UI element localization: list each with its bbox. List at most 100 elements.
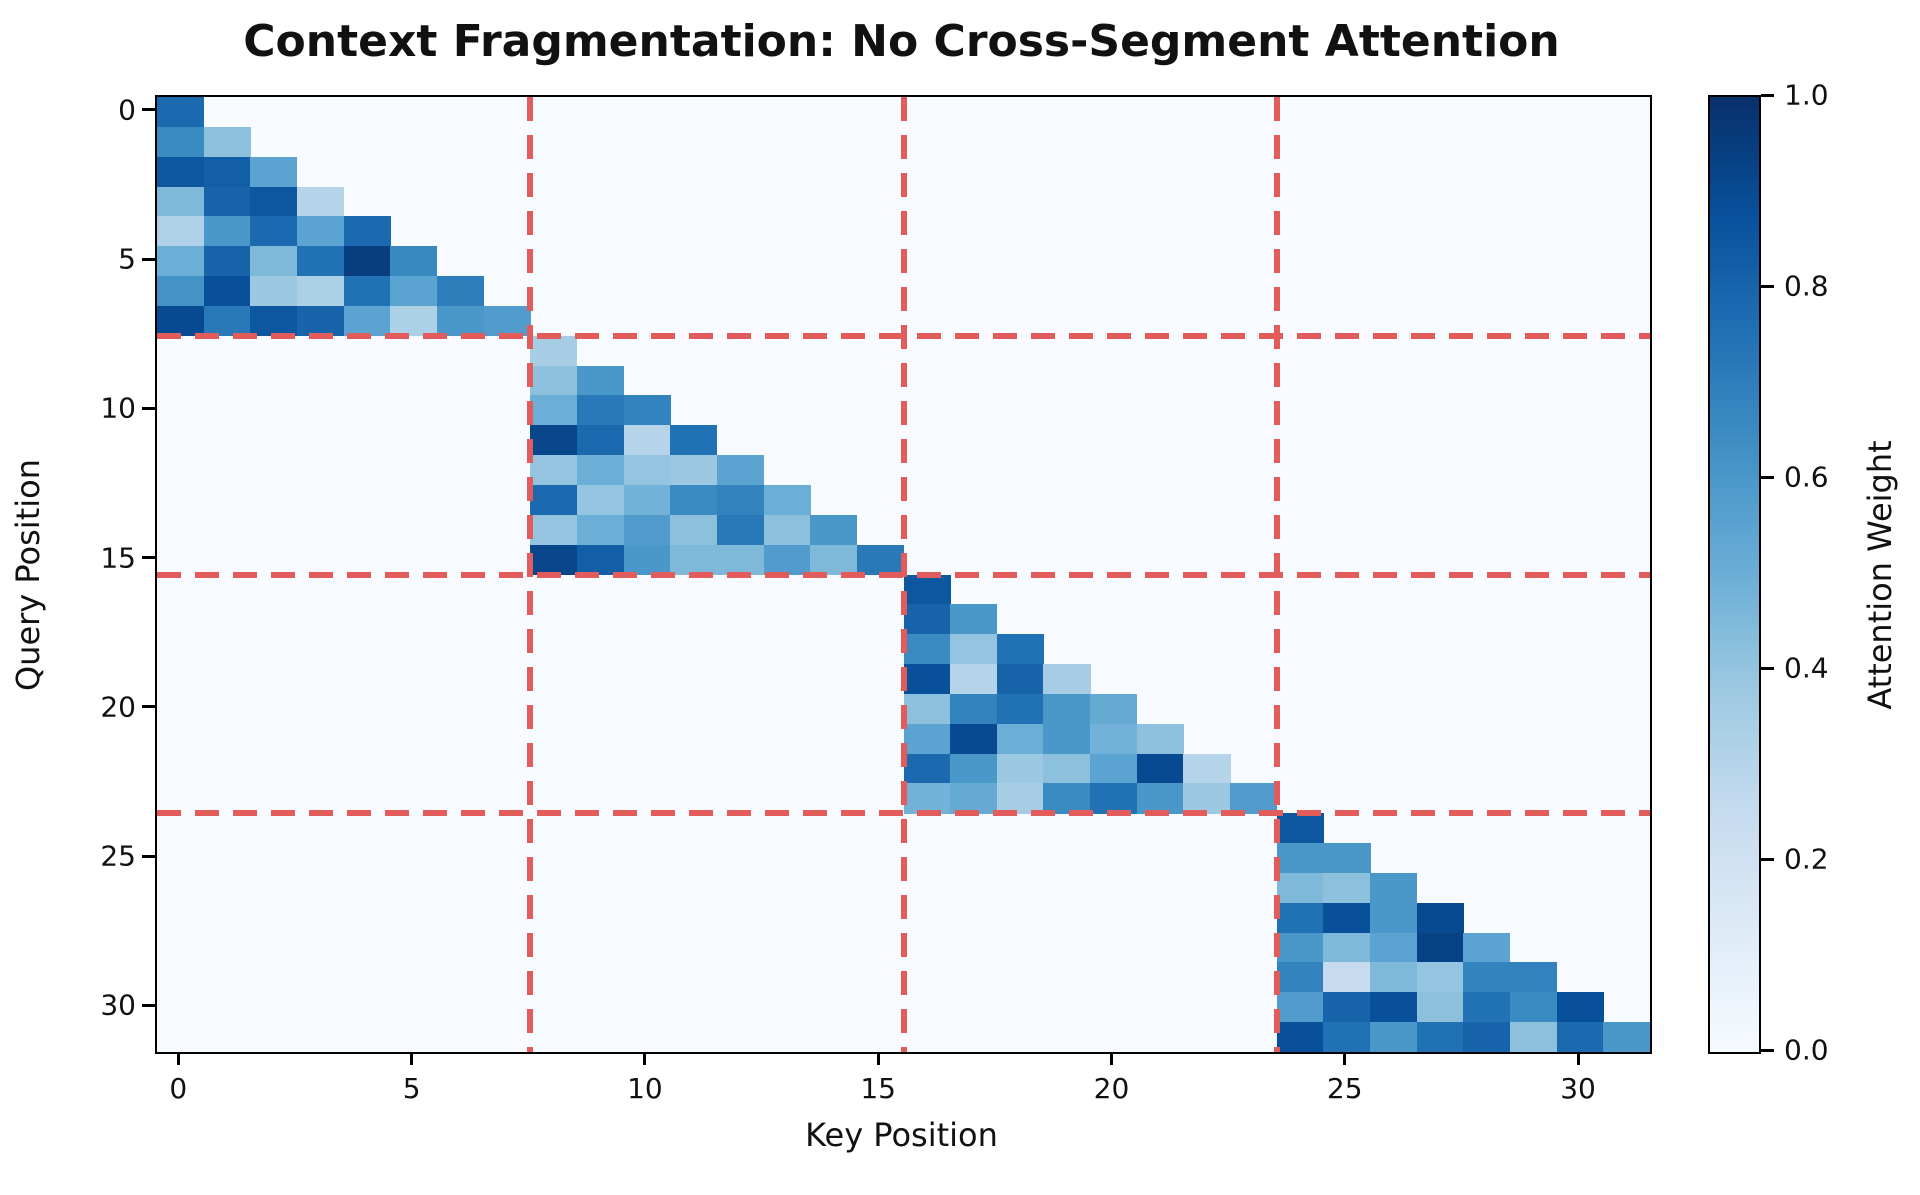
heatmap-cell — [903, 664, 951, 695]
heatmap-cell — [1183, 753, 1231, 784]
y-tick-label: 5 — [118, 242, 136, 276]
colorbar-tick-mark — [1761, 93, 1774, 97]
colorbar-tick-label: 0.0 — [1784, 1033, 1829, 1067]
heatmap-cell — [1183, 783, 1231, 814]
heatmap-cell — [343, 216, 391, 247]
heatmap-cell — [856, 544, 904, 575]
y-tick-mark — [142, 556, 155, 560]
heatmap-cell — [576, 425, 624, 456]
heatmap-cell — [1463, 1022, 1511, 1053]
colorbar-tick-mark — [1761, 284, 1774, 288]
heatmap-cell — [576, 395, 624, 426]
y-tick-mark — [142, 1003, 155, 1007]
heatmap-cell — [296, 246, 345, 277]
heatmap-cell — [576, 484, 624, 516]
heatmap-cell — [436, 305, 485, 337]
chart-title: Context Fragmentation: No Cross-Segment … — [243, 16, 1560, 67]
x-tick-label: 15 — [860, 1072, 896, 1105]
y-tick-mark — [142, 108, 155, 112]
heatmap-cell — [1323, 872, 1371, 904]
heatmap-cell — [903, 604, 951, 635]
heatmap-cell — [530, 484, 578, 516]
heatmap-cell — [1043, 693, 1091, 724]
heatmap-cell — [390, 305, 438, 337]
heatmap-cell — [810, 544, 858, 575]
heatmap-cell — [1230, 783, 1278, 814]
heatmap-cell — [996, 693, 1044, 724]
heatmap-cell — [250, 305, 298, 337]
heatmap-cell — [203, 186, 251, 217]
heatmap-cell — [716, 455, 764, 486]
x-tick-mark — [1343, 1052, 1347, 1065]
y-axis-label: Query Position — [9, 459, 47, 692]
heatmap-plot-area — [155, 95, 1652, 1054]
heatmap-cell — [1323, 843, 1371, 874]
heatmap-cell — [1090, 783, 1138, 814]
segment-boundary-horizontal — [157, 571, 1650, 578]
heatmap-cell — [950, 634, 998, 665]
heatmap-cell — [1416, 1022, 1464, 1053]
heatmap-cell — [530, 335, 578, 366]
heatmap-cell — [483, 305, 531, 337]
heatmap-cell — [203, 246, 251, 277]
colorbar-label: Attention Weight — [1861, 440, 1899, 710]
heatmap-cell — [1136, 783, 1184, 814]
heatmap-cell — [903, 693, 951, 724]
heatmap-cell — [1416, 962, 1464, 993]
colorbar-tick-mark — [1761, 475, 1774, 479]
heatmap-cell — [1370, 902, 1418, 933]
x-tick-label: 25 — [1326, 1072, 1363, 1105]
heatmap-cell — [1043, 753, 1091, 784]
heatmap-cell — [1370, 932, 1418, 963]
x-tick-label: 5 — [402, 1072, 421, 1105]
heatmap-cell — [1090, 723, 1138, 754]
heatmap-cell — [670, 455, 718, 486]
heatmap-cell — [903, 723, 951, 754]
heatmap-cell — [1136, 723, 1184, 754]
heatmap-cell — [1276, 992, 1324, 1023]
y-tick-mark — [142, 705, 155, 709]
heatmap-cell — [250, 276, 298, 307]
heatmap-cell — [1370, 1022, 1418, 1053]
heatmap-cell — [996, 753, 1044, 784]
heatmap-cell — [716, 544, 764, 575]
colorbar-tick-label: 0.2 — [1784, 842, 1829, 876]
heatmap-cell — [157, 216, 205, 247]
heatmap-cell — [1370, 962, 1418, 993]
heatmap-cell — [576, 544, 624, 575]
heatmap-cell — [763, 544, 811, 575]
colorbar-gradient — [1710, 97, 1759, 1052]
segment-boundary-vertical — [1273, 97, 1280, 1052]
segment-boundary-horizontal — [157, 810, 1650, 817]
heatmap-cell — [1323, 962, 1371, 993]
heatmap-cell — [950, 783, 998, 814]
heatmap-cell — [1043, 723, 1091, 754]
heatmap-cell — [1416, 932, 1464, 963]
x-tick-mark — [643, 1052, 647, 1065]
y-tick-label: 30 — [100, 988, 136, 1022]
heatmap-cell — [1603, 1022, 1651, 1053]
heatmap-cell — [203, 305, 251, 337]
x-tick-label: 0 — [169, 1072, 188, 1105]
heatmap-cell — [670, 544, 718, 575]
heatmap-cell — [670, 484, 718, 516]
heatmap-cell — [716, 484, 764, 516]
heatmap-cell — [296, 276, 345, 307]
heatmap-cell — [343, 305, 391, 337]
x-axis-label: Key Position — [805, 1116, 998, 1154]
heatmap-cell — [1276, 813, 1324, 844]
y-tick-label: 10 — [100, 391, 136, 425]
x-tick-mark — [1576, 1052, 1580, 1065]
heatmap-cell — [1323, 1022, 1371, 1053]
heatmap-cell — [530, 425, 578, 456]
heatmap-cell — [623, 395, 671, 426]
heatmap-cell — [903, 753, 951, 784]
x-tick-mark — [410, 1052, 414, 1065]
heatmap-cell — [903, 634, 951, 665]
y-tick-label: 25 — [100, 839, 136, 873]
heatmap-cell — [157, 305, 205, 337]
heatmap-cell — [157, 97, 205, 128]
x-tick-mark — [1109, 1052, 1113, 1065]
heatmap-cell — [950, 723, 998, 754]
